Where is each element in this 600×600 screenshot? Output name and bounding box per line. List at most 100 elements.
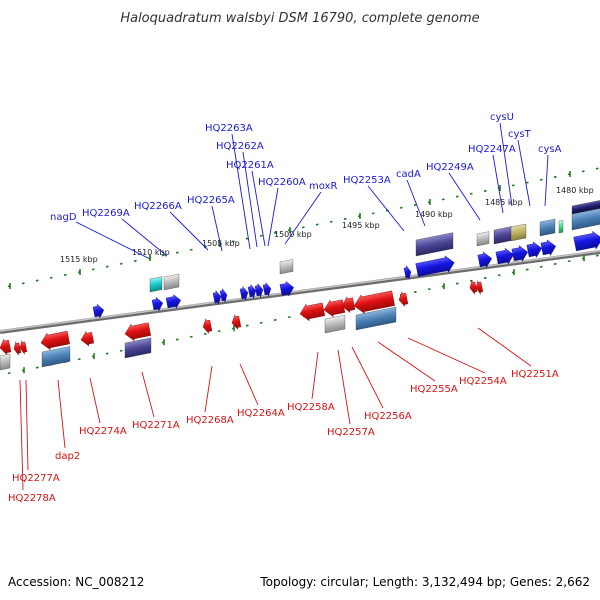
leader-line: [367, 185, 405, 232]
lower-track-dot: [455, 282, 459, 285]
reverse-gene-arrow: [231, 314, 242, 331]
forward-gene-arrow: [247, 284, 257, 299]
leader-line: [407, 337, 486, 374]
forward-gene-arrow-shape: [526, 241, 542, 259]
feature-box-rect: [279, 259, 294, 275]
lower-track-dot: [595, 254, 599, 257]
feature-track: [0, 199, 600, 371]
forward-gene-label: nagD: [50, 212, 77, 223]
reverse-gene-arrow: [0, 338, 12, 356]
upper-track-dot: [413, 203, 417, 206]
feature-box-rect: [324, 314, 346, 334]
forward-gene-arrow: [254, 283, 264, 298]
upper-track-dot: [483, 189, 487, 192]
tick-label: 1510 kbp: [132, 248, 170, 257]
reverse-gene-arrow: [124, 322, 152, 342]
feature-box: [558, 220, 564, 234]
tick-label: 1500 kbp: [274, 230, 312, 239]
forward-gene-arrow-shape: [415, 255, 455, 277]
feature-box-rect: [355, 306, 397, 331]
lower-track-dot: [7, 372, 11, 375]
reverse-gene-label: HQ2277A: [12, 473, 60, 484]
leader-line: [448, 172, 481, 221]
reverse-gene-arrow: [80, 330, 95, 347]
lower-track-dot: [105, 352, 109, 355]
upper-track-dot: [511, 184, 515, 187]
feature-box-rect: [124, 337, 152, 359]
feature-box: [355, 306, 397, 331]
feature-box: [163, 273, 180, 291]
feature-box: [324, 314, 346, 334]
forward-gene-label: HQ2262A: [216, 141, 264, 152]
forward-gene-label: HQ2266A: [134, 201, 182, 212]
forward-gene-arrow: [262, 282, 272, 297]
forward-gene-arrow: [92, 303, 105, 319]
forward-gene-label: HQ2263A: [205, 123, 253, 134]
lower-track-dot: [497, 274, 501, 277]
lower-track-dot: [427, 288, 431, 291]
forward-gene-label: HQ2269A: [82, 208, 130, 219]
tick-label: 1495 kbp: [342, 221, 380, 230]
reverse-gene-arrow-shape: [231, 314, 242, 331]
feature-box: [415, 232, 454, 257]
upper-track-dot: [315, 223, 319, 226]
forward-gene-arrow-shape: [212, 290, 222, 305]
forward-gene-arrow-shape: [279, 280, 295, 297]
feature-box-rect: [476, 231, 490, 247]
feature-box-rect: [539, 218, 556, 237]
reverse-gene-arrow: [40, 330, 70, 351]
upper-track-dot: [595, 167, 599, 170]
tick-tracks: 1515 kbp 1510 kbp 1505 kbp 1500 kbp 1495 kbp…: [7, 167, 599, 375]
leader-line: [231, 133, 251, 250]
lower-track-dot: [259, 321, 263, 324]
forward-gene-label: HQ2249A: [426, 162, 474, 173]
upper-track-dot: [343, 217, 347, 220]
lower-track-dot: [203, 332, 207, 335]
leader-line: [351, 346, 384, 409]
forward-gene-arrow-shape: [254, 283, 264, 298]
upper-track-dot: [581, 170, 585, 173]
forward-gene-arrow: [526, 241, 542, 259]
tick-label: 1515 kbp: [60, 255, 98, 264]
reverse-gene-label: HQ2251A: [511, 369, 559, 380]
feature-box-rect: [41, 346, 71, 368]
forward-gene-arrow-shape: [165, 294, 181, 309]
forward-gene-label: cysU: [490, 112, 514, 123]
reverse-gene-label: HQ2257A: [327, 427, 375, 438]
feature-box-rect: [415, 232, 454, 257]
lower-track-dot: [553, 262, 557, 265]
reverse-gene-arrow-shape: [341, 296, 356, 314]
reverse-gene-arrow: [475, 280, 484, 295]
forward-gene-label: HQ2265A: [187, 195, 235, 206]
upper-track-dot: [329, 220, 333, 223]
forward-gene-label: HQ2253A: [343, 175, 391, 186]
lower-track-dot: [483, 276, 487, 279]
leader-line: [337, 349, 351, 425]
leader-line: [406, 179, 426, 227]
feature-box: [0, 353, 11, 371]
leader-line: [284, 191, 322, 245]
forward-gene-arrow-shape: [540, 239, 556, 257]
forward-gene-arrow: [279, 280, 295, 297]
forward-gene-arrow-shape: [239, 286, 249, 301]
leader-line: [492, 154, 504, 214]
reverse-gene-arrow-shape: [323, 299, 346, 318]
upper-track-dot: [371, 212, 375, 215]
forward-gene-arrow: [540, 239, 556, 257]
leader-line: [267, 187, 279, 247]
lower-track-dot: [217, 330, 221, 333]
forward-gene-label: HQ2247A: [468, 144, 516, 155]
forward-gene-arrow: [511, 245, 528, 262]
leader-line: [169, 211, 209, 251]
reverse-gene-arrow: [19, 340, 28, 355]
leader-line: [544, 154, 549, 207]
reverse-gene-label: dap2: [55, 451, 80, 462]
tick-label: 1505 kbp: [202, 239, 240, 248]
forward-gene-arrow-shape: [219, 288, 228, 303]
reverse-gene-arrow: [299, 302, 326, 322]
lower-track-dot: [119, 349, 123, 352]
upper-track-dot: [399, 206, 403, 209]
reverse-gene-arrow: [202, 318, 213, 335]
feature-box: [41, 346, 71, 368]
lower-track-dot: [273, 318, 277, 321]
